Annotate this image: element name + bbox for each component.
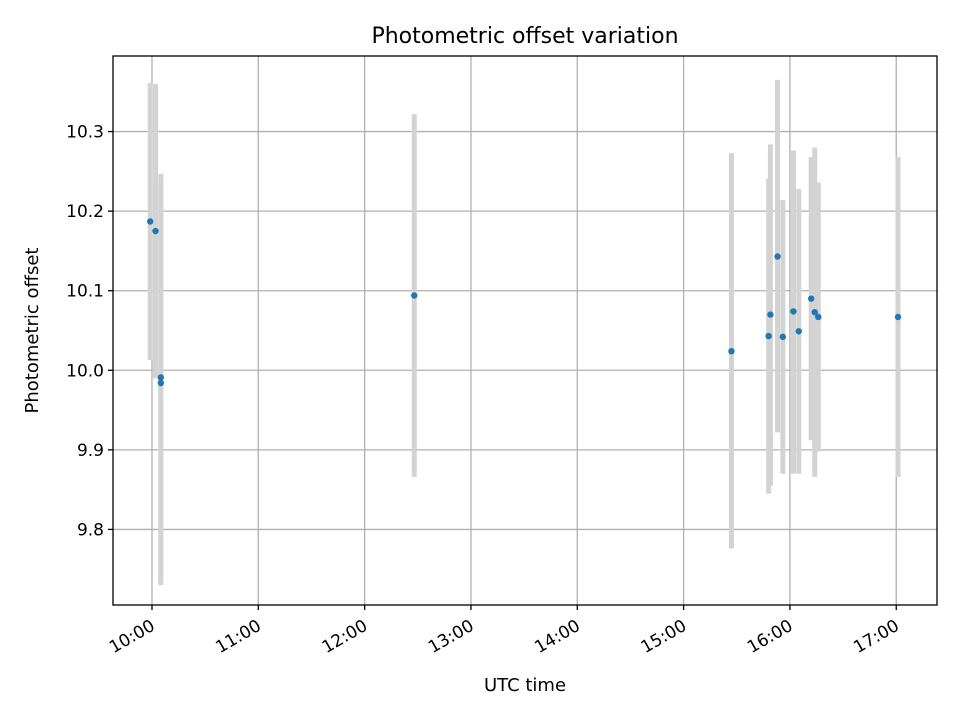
data-point xyxy=(811,309,818,316)
data-point xyxy=(152,227,159,235)
data-point xyxy=(795,328,802,335)
data-point xyxy=(728,347,735,355)
x-axis: 10:00 11:00 12:00 13:00 14:00 15:00 16:00 17:00 xyxy=(106,605,903,658)
data-point xyxy=(807,295,815,302)
y-tick-label: 10.0 xyxy=(66,361,104,381)
data-point xyxy=(157,379,165,387)
chart-title: Photometric offset variation xyxy=(371,24,678,49)
y-tick-label: 10.3 xyxy=(66,123,104,143)
y-axis-label: Photometric offset xyxy=(22,248,43,414)
data-point xyxy=(815,313,822,321)
y-tick-label: 10.1 xyxy=(66,282,104,302)
x-tick-label: 14:00 xyxy=(531,616,583,658)
data-point xyxy=(774,253,781,260)
plot-frame xyxy=(112,55,938,606)
x-tick-label: 11:00 xyxy=(212,616,264,658)
x-tick-label: 16:00 xyxy=(744,616,796,658)
data-points xyxy=(147,218,902,387)
data-point xyxy=(765,332,772,340)
data-point xyxy=(767,311,774,318)
x-tick-label: 17:00 xyxy=(850,616,902,658)
data-point xyxy=(411,292,418,299)
data-point xyxy=(147,218,154,225)
data-point xyxy=(790,308,797,315)
error-bars xyxy=(147,79,901,586)
data-point xyxy=(894,313,902,321)
data-point xyxy=(779,333,787,341)
x-tick-label: 10:00 xyxy=(106,616,158,658)
data-point xyxy=(157,374,165,381)
x-tick-label: 13:00 xyxy=(425,616,477,658)
y-axis: 9.8 9.9 10.0 10.1 10.2 10.3 xyxy=(66,123,113,540)
x-tick-label: 15:00 xyxy=(638,616,690,658)
y-tick-label: 10.2 xyxy=(66,202,104,222)
x-axis-label: UTC time xyxy=(484,675,566,696)
y-tick-label: 9.9 xyxy=(77,441,104,461)
x-tick-label: 12:00 xyxy=(319,616,371,658)
y-tick-label: 9.8 xyxy=(77,520,104,540)
